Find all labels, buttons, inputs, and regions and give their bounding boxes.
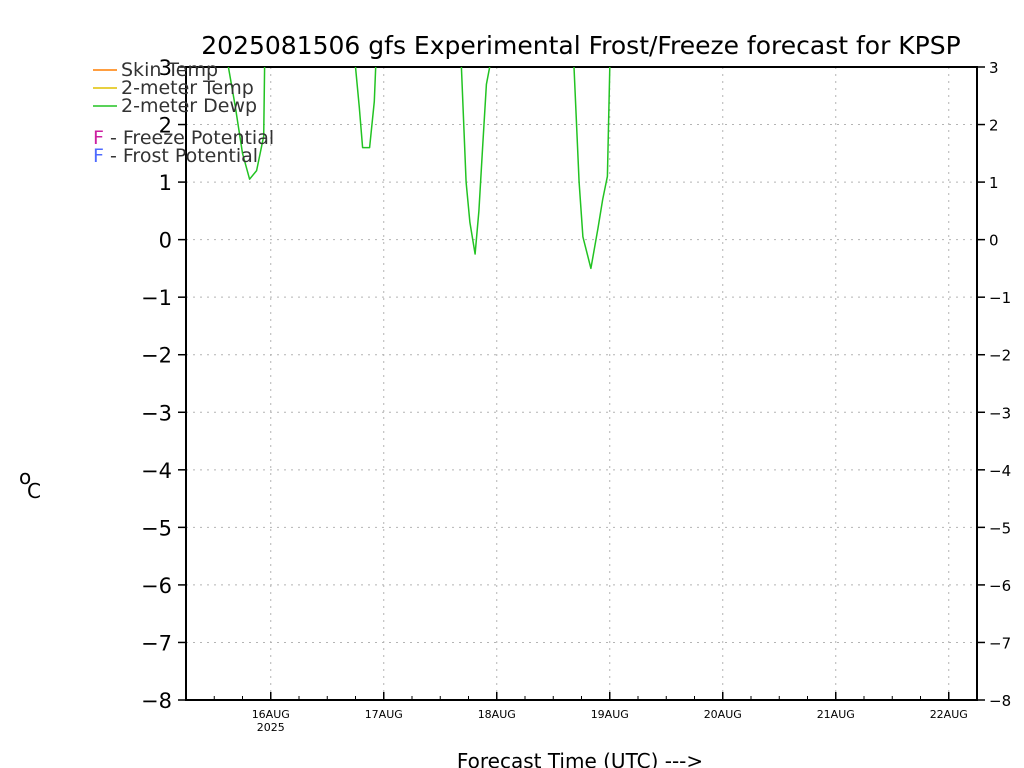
y-tick-label-left: 0 [159, 229, 172, 253]
y-axis-label-degree: o [19, 465, 31, 489]
x-tick-label: 16AUG [252, 708, 290, 721]
y-tick-label-right: −4 [989, 462, 1011, 480]
y-tick-label-left: −5 [141, 516, 172, 540]
y-tick-label-left: −8 [141, 689, 172, 713]
y-tick-label-right: 3 [989, 59, 999, 77]
y-tick-label-right: 2 [989, 117, 999, 135]
legend-marker-text: - Frost Potential [104, 145, 258, 167]
x-tick-label: 21AUG [817, 708, 855, 721]
y-tick-label-left: −1 [141, 286, 172, 310]
y-axis-label: o C [19, 465, 41, 503]
y-tick-label-left: 1 [159, 171, 172, 195]
plot-frame [185, 66, 978, 701]
y-tick-label-left: −7 [141, 631, 172, 655]
legend-label: 2-meter Temp [121, 77, 254, 99]
grid [186, 67, 977, 700]
legend-label: 2-meter Dewp [121, 95, 257, 117]
y-axis: 3 3 2 2 1 1 0 0 −1 −1 −2 −2 −3 −3 −4 −4 −5 −5 −6 −6 −7 −7 −8 −8 [141, 56, 1011, 713]
y-tick-label-left: −2 [141, 344, 172, 368]
y-tick-label-left: −3 [141, 401, 172, 425]
y-axis-label-unit: C [27, 479, 41, 503]
x-tick-label: 20AUG [704, 708, 742, 721]
legend-marker-entry: F - Frost Potential [93, 145, 258, 167]
legend-label: Skin Temp [121, 59, 218, 81]
y-tick-label-right: 0 [989, 232, 999, 250]
legend-marker-entry: F - Freeze Potential [93, 127, 274, 149]
y-tick-label-right: −7 [989, 634, 1011, 652]
legend-marker-letter: F [93, 145, 104, 167]
x-tick-label: 22AUG [930, 708, 968, 721]
x-tick-label: 18AUG [478, 708, 516, 721]
y-tick-label-right: 1 [989, 174, 999, 192]
y-tick-label-right: −2 [989, 347, 1011, 365]
y-tick-label-left: 2 [159, 114, 172, 138]
x-tick-sublabel: 2025 [257, 721, 285, 734]
series-line-2-meter-dewp [573, 67, 611, 270]
y-tick-label-right: −3 [989, 404, 1011, 422]
y-tick-label-right: −5 [989, 519, 1011, 537]
y-tick-label-right: −1 [989, 289, 1011, 307]
x-tick-label: 19AUG [591, 708, 629, 721]
x-axis-label: Forecast Time (UTC) ---> [457, 749, 703, 768]
y-tick-label-left: −6 [141, 574, 172, 598]
chart-title: 2025081506 gfs Experimental Frost/Freeze… [201, 31, 960, 60]
y-tick-label-right: −6 [989, 577, 1011, 595]
y-tick-label-right: −8 [989, 692, 1011, 710]
series-line-2-meter-dewp [354, 67, 377, 149]
x-tick-label: 17AUG [365, 708, 403, 721]
legend-marker-text: - Freeze Potential [104, 127, 274, 149]
y-tick-label-left: 3 [159, 56, 172, 80]
series-line-2-meter-dewp [227, 67, 266, 180]
y-tick-label-left: −4 [141, 459, 172, 483]
series-lines [227, 67, 611, 270]
series-line-2-meter-dewp [460, 67, 491, 255]
legend-marker-letter: F [93, 127, 104, 149]
